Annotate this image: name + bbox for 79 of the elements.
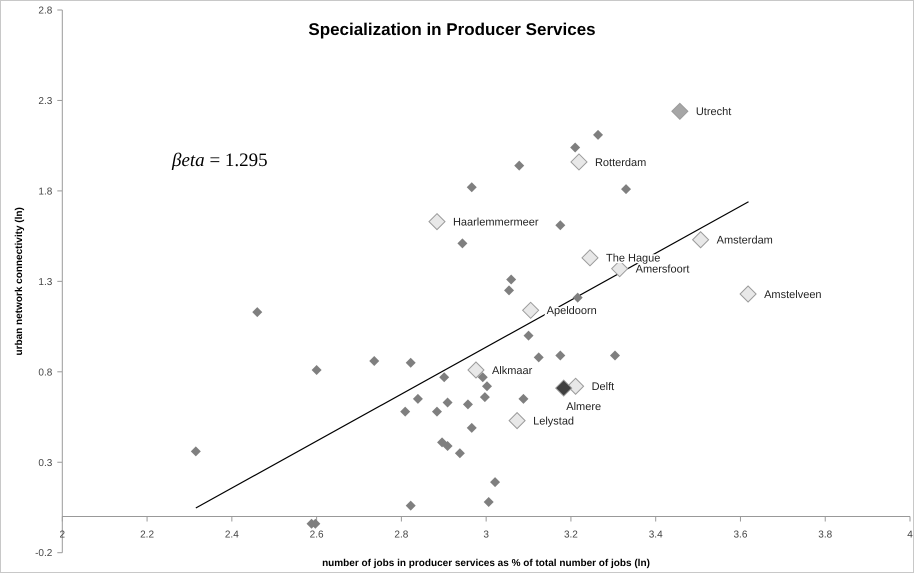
point [467, 361, 484, 378]
point [581, 249, 598, 266]
point [406, 500, 416, 511]
point [524, 330, 534, 341]
point [692, 231, 710, 248]
point [412, 394, 423, 404]
x-tick-label: 3.6 [734, 530, 748, 541]
annotation: Delft [592, 381, 614, 394]
point [572, 292, 583, 303]
annotation: Amstelveen [764, 288, 822, 301]
point [190, 446, 201, 456]
point [478, 372, 488, 382]
annotation: Haarlemmermeer [452, 216, 539, 229]
point [490, 477, 500, 488]
point [400, 406, 410, 417]
y-tick-label: 2.3 [38, 96, 53, 107]
y-tick-label: 0.3 [38, 458, 53, 469]
point [442, 440, 453, 451]
point [442, 398, 453, 408]
point [555, 350, 566, 361]
point [570, 153, 588, 170]
annotation: Amersfoort [636, 264, 690, 276]
point [439, 372, 450, 382]
annotation: Utrecht [696, 106, 732, 118]
point [462, 399, 473, 410]
point [514, 160, 524, 171]
point [428, 213, 446, 230]
point [484, 497, 494, 508]
point [593, 130, 604, 140]
y-tick-label: 0.8 [38, 367, 53, 378]
x-axis-title: number of jobs in producer services as % of total number of jobs (ln) [322, 558, 650, 569]
point [621, 184, 632, 194]
point [312, 364, 322, 375]
y-axis-title: urban network connectivity (ln) [14, 207, 25, 356]
point [740, 286, 757, 303]
annotation: Almere [566, 401, 602, 414]
annotation: Alkmaar [492, 364, 533, 377]
point [506, 274, 516, 285]
point [518, 394, 528, 404]
x-tick-label: 2.6 [310, 530, 324, 541]
x-tick-label: 2.2 [140, 530, 154, 541]
point [555, 220, 566, 230]
point [252, 307, 262, 318]
x-tick-label: 3.2 [564, 530, 578, 541]
point [570, 142, 580, 152]
x-tick-label: 4 [907, 530, 914, 541]
x-tick-label: 3.4 [648, 530, 664, 541]
x-tick-label: 2 [60, 530, 66, 541]
y-tick-label: -0.2 [35, 548, 53, 560]
annotation: Lelystad [533, 415, 574, 428]
x-tick-label: 3.8 [818, 530, 833, 541]
point [504, 285, 514, 296]
point [406, 358, 416, 368]
x-tick-label: 2.8 [394, 530, 409, 541]
point [482, 381, 492, 392]
point [480, 392, 490, 402]
point [508, 412, 526, 430]
point [534, 352, 544, 362]
x-tick-label: 3 [483, 530, 490, 541]
text: Specialization in Producer Services [308, 20, 596, 39]
y-tick-label: 1.8 [38, 186, 53, 198]
point [432, 406, 442, 417]
point [454, 448, 465, 458]
point [610, 350, 620, 361]
annotation: Amsterdam [716, 234, 773, 247]
point [671, 102, 688, 120]
point [437, 437, 448, 448]
point [567, 378, 584, 395]
point [555, 380, 572, 397]
point [369, 356, 380, 366]
annotation: Rotterdam [594, 156, 646, 169]
x-tick-label: 2.4 [224, 530, 240, 541]
point [466, 422, 477, 433]
annotation: βeta = 1.295 [171, 150, 268, 171]
point [457, 238, 468, 248]
point [522, 302, 540, 319]
y-tick-label: 1.3 [38, 276, 53, 288]
y-tick-label: 2.8 [38, 6, 53, 16]
point [466, 182, 477, 192]
